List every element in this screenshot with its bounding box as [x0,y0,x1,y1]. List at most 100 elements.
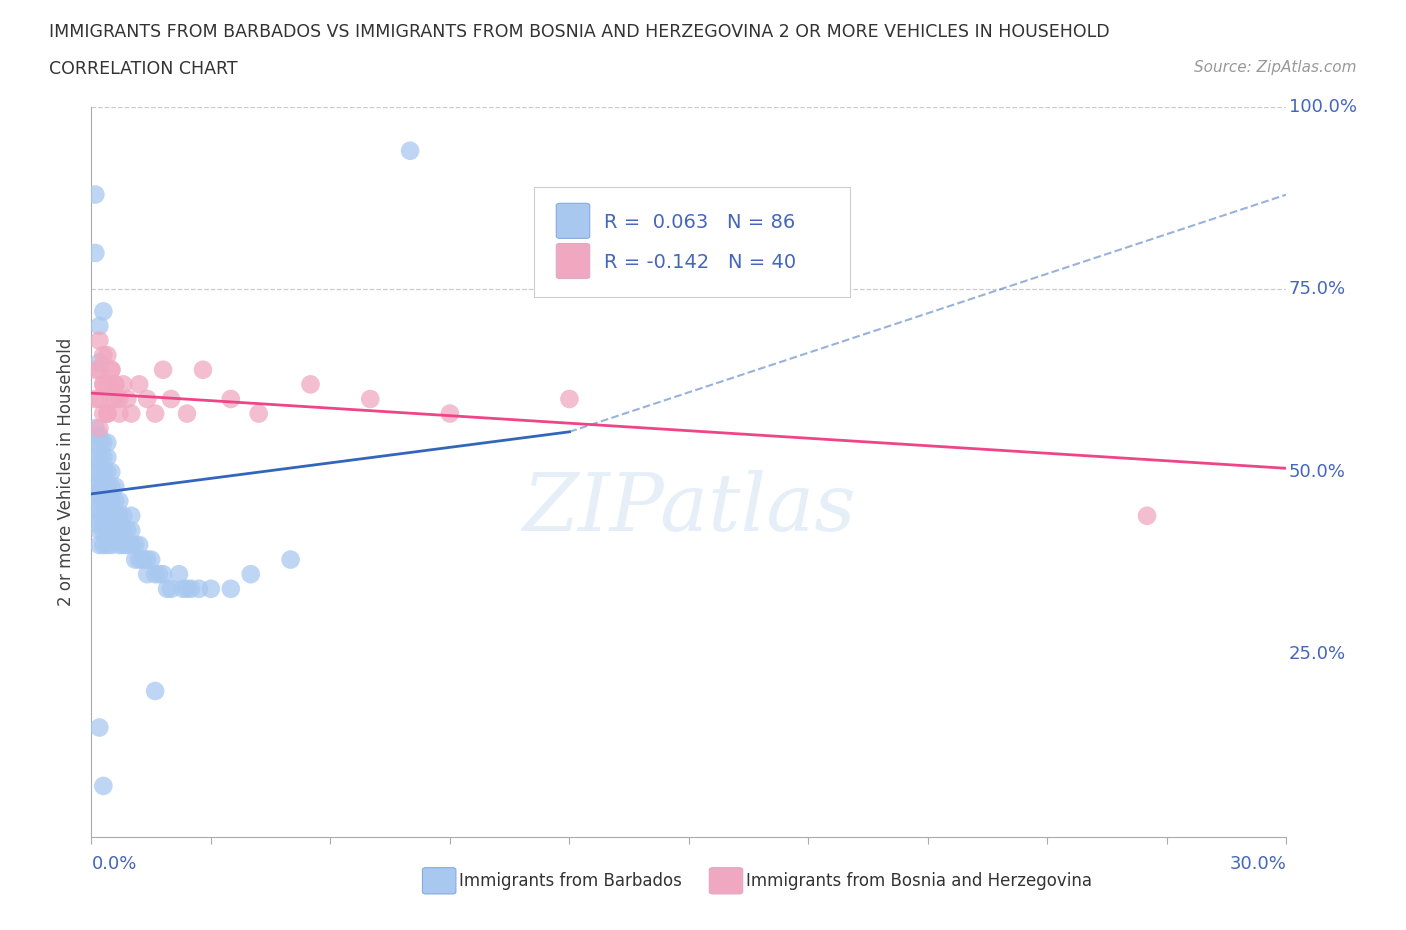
Point [93,479,115,494]
Point [439,406,461,421]
Point [188,581,211,596]
FancyBboxPatch shape [557,244,589,278]
Point [89,392,111,406]
Point [89,355,111,370]
Point [93,465,115,480]
Point [108,509,131,524]
Text: 30.0%: 30.0% [1230,856,1286,873]
Point [93,377,115,392]
Point [84,392,107,406]
Point [112,509,135,524]
Point [89,494,111,509]
Point [128,552,150,567]
Text: R = -0.142   N = 40: R = -0.142 N = 40 [605,253,796,272]
Point [93,450,115,465]
Text: IMMIGRANTS FROM BARBADOS VS IMMIGRANTS FROM BOSNIA AND HERZEGOVINA 2 OR MORE VEH: IMMIGRANTS FROM BARBADOS VS IMMIGRANTS F… [49,23,1109,41]
Point [104,377,127,392]
Point [115,392,138,406]
Point [132,552,155,567]
Point [93,406,115,421]
Point [89,333,111,348]
Point [160,581,183,596]
Point [84,450,107,465]
Point [108,538,131,552]
Point [93,304,115,319]
Point [148,566,170,581]
Point [141,552,162,567]
Point [1136,509,1159,524]
Point [96,435,118,450]
Text: 100.0%: 100.0% [1289,98,1357,116]
Text: 0.0%: 0.0% [91,856,136,873]
Point [120,538,142,552]
Point [176,581,198,596]
FancyBboxPatch shape [422,868,456,894]
Point [124,552,146,567]
Point [299,377,322,392]
Point [84,187,107,202]
Point [112,523,135,538]
Text: R =  0.063   N = 86: R = 0.063 N = 86 [605,213,796,232]
Point [108,406,131,421]
Point [143,406,166,421]
Point [93,538,115,552]
Point [143,566,166,581]
Point [108,523,131,538]
Point [152,566,174,581]
Point [84,486,107,501]
Point [104,523,127,538]
Point [89,538,111,552]
Point [89,720,111,735]
Point [120,509,142,524]
Y-axis label: 2 or more Vehicles in Household: 2 or more Vehicles in Household [58,338,76,606]
Point [399,143,422,158]
Point [128,538,150,552]
Point [280,552,302,567]
Point [96,450,118,465]
FancyBboxPatch shape [534,187,851,297]
Point [89,428,111,443]
Point [120,523,142,538]
Point [93,377,115,392]
Point [96,479,118,494]
Point [89,435,111,450]
Point [96,377,118,392]
Point [598,268,620,283]
Point [176,406,198,421]
Point [108,392,131,406]
Point [100,479,122,494]
Point [100,523,122,538]
Point [128,377,150,392]
Text: 50.0%: 50.0% [1289,463,1346,481]
Point [558,392,581,406]
Point [104,479,127,494]
Point [100,363,122,378]
Point [359,392,381,406]
Point [96,523,118,538]
FancyBboxPatch shape [557,204,589,238]
Text: Immigrants from Bosnia and Herzegovina: Immigrants from Bosnia and Herzegovina [747,871,1092,890]
Point [93,494,115,509]
Point [89,319,111,334]
Point [96,406,118,421]
Point [112,538,135,552]
Point [96,538,118,552]
Point [219,581,242,596]
Point [93,348,115,363]
Point [89,509,111,524]
Point [89,523,111,538]
Point [180,581,202,596]
Point [89,479,111,494]
Point [104,494,127,509]
Point [112,377,135,392]
Point [96,509,118,524]
Point [89,420,111,435]
Point [84,479,107,494]
Point [93,509,115,524]
Point [84,435,107,450]
Point [96,406,118,421]
Text: Immigrants from Barbados: Immigrants from Barbados [460,871,682,890]
Point [219,392,242,406]
Point [100,494,122,509]
Point [89,363,111,378]
